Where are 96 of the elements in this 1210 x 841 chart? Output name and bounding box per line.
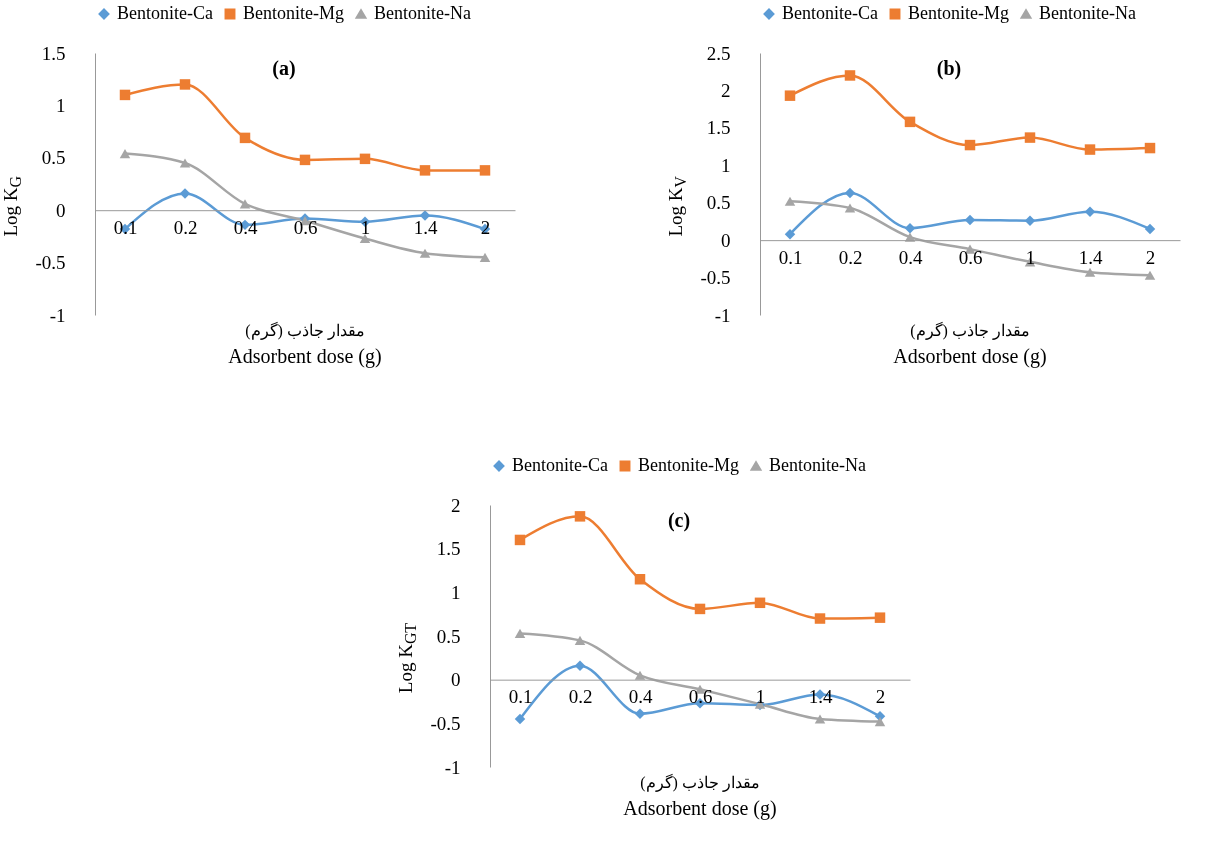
point — [574, 635, 586, 645]
x-tick-label: 0.4 — [628, 686, 653, 708]
point — [514, 713, 526, 725]
point — [634, 573, 646, 585]
point — [514, 628, 526, 638]
x-tick-label: 0.1 — [508, 686, 533, 708]
point — [1144, 142, 1156, 154]
y-tick-label: 2 — [450, 494, 461, 516]
point — [179, 188, 191, 199]
point — [574, 511, 586, 522]
point — [1144, 270, 1156, 280]
x-tick-label: 2 — [1145, 246, 1156, 268]
y-tick-label: 1 — [55, 94, 66, 116]
legend-label: Bentonite-Mg — [242, 3, 344, 23]
y-tick-label: 1 — [720, 154, 731, 176]
point — [514, 534, 526, 546]
chart-title: (a) — [272, 57, 296, 80]
x-tick-label: 0.6 — [293, 216, 318, 238]
point — [904, 222, 916, 234]
point — [844, 203, 856, 213]
x-tick-label: 0.2 — [568, 686, 593, 708]
legend-label: Bentonite-Na — [373, 3, 471, 23]
point — [574, 660, 586, 671]
x-tick-label: 1 — [1025, 246, 1036, 268]
point — [814, 613, 826, 624]
x-tick-label: 0.1 — [778, 246, 803, 268]
y-tick-label: -1 — [444, 756, 461, 778]
x-tick-label: 0.6 — [688, 686, 713, 708]
point — [239, 199, 251, 209]
point — [1084, 144, 1096, 155]
y-tick-label: -0.5 — [430, 712, 461, 734]
point — [119, 89, 131, 101]
point — [814, 714, 826, 724]
point — [874, 612, 886, 623]
y-tick-label: 1.5 — [436, 538, 461, 560]
legend-label: Bentonite-Na — [1038, 3, 1136, 23]
point — [419, 248, 431, 258]
legend-label: Bentonite-Ca — [511, 455, 608, 475]
y-tick-label: 1.5 — [41, 42, 66, 64]
point — [964, 139, 976, 151]
x-tick-label: 0.2 — [173, 216, 198, 238]
point — [874, 717, 886, 727]
y-tick-label: 0 — [55, 199, 66, 221]
point — [904, 116, 916, 128]
point — [359, 153, 371, 165]
y-tick-label: 1.5 — [706, 117, 731, 139]
y-tick-label: -1 — [714, 304, 731, 326]
legend-label: Bentonite-Ca — [116, 3, 213, 23]
point — [1024, 132, 1036, 143]
x-tick-label: 2 — [875, 686, 886, 708]
x-tick-label: 0.6 — [958, 246, 983, 268]
y-tick-label: 0 — [450, 669, 461, 691]
y-tick-label: 2.5 — [706, 42, 731, 64]
point — [1084, 267, 1096, 277]
point — [419, 210, 431, 221]
y-tick-label: 1 — [450, 581, 461, 603]
legend-label: Bentonite-Ca — [781, 3, 878, 23]
point — [784, 228, 796, 240]
point — [784, 90, 796, 101]
point — [1084, 206, 1096, 217]
point — [634, 670, 646, 680]
y-tick-label: 0.5 — [41, 147, 66, 169]
point — [119, 149, 131, 159]
x-tick-label: 2 — [480, 216, 491, 238]
x-tick-label: 0.2 — [838, 246, 863, 268]
y-tick-label: -0.5 — [700, 267, 731, 289]
point — [299, 154, 311, 166]
x-tick-label: 0.4 — [898, 246, 923, 268]
point — [844, 70, 856, 81]
point — [634, 708, 646, 719]
y-tick-label: 0 — [720, 229, 731, 251]
point — [179, 158, 191, 168]
y-tick-label: -1 — [49, 304, 66, 326]
x-tick-label: 1.4 — [413, 216, 438, 238]
point — [784, 196, 796, 206]
point — [479, 252, 491, 262]
point — [1144, 223, 1156, 235]
x-tick-label: 1 — [755, 686, 766, 708]
point — [1024, 215, 1036, 226]
point — [844, 187, 856, 199]
legend-label: Bentonite-Mg — [907, 3, 1009, 23]
point — [694, 603, 706, 615]
point — [754, 597, 766, 609]
legend-label: Bentonite-Na — [768, 455, 866, 475]
x-tick-label: 1.4 — [1078, 246, 1103, 268]
point — [239, 132, 251, 144]
y-tick-label: 0.5 — [436, 625, 461, 647]
y-tick-label: 2 — [720, 79, 731, 101]
point — [419, 165, 431, 176]
legend-label: Bentonite-Mg — [637, 455, 739, 475]
y-tick-label: -0.5 — [35, 252, 66, 274]
point — [479, 165, 491, 176]
y-tick-label: 0.5 — [706, 192, 731, 214]
chart-title: (c) — [667, 509, 690, 532]
point — [179, 79, 191, 90]
chart-title: (b) — [936, 57, 962, 80]
